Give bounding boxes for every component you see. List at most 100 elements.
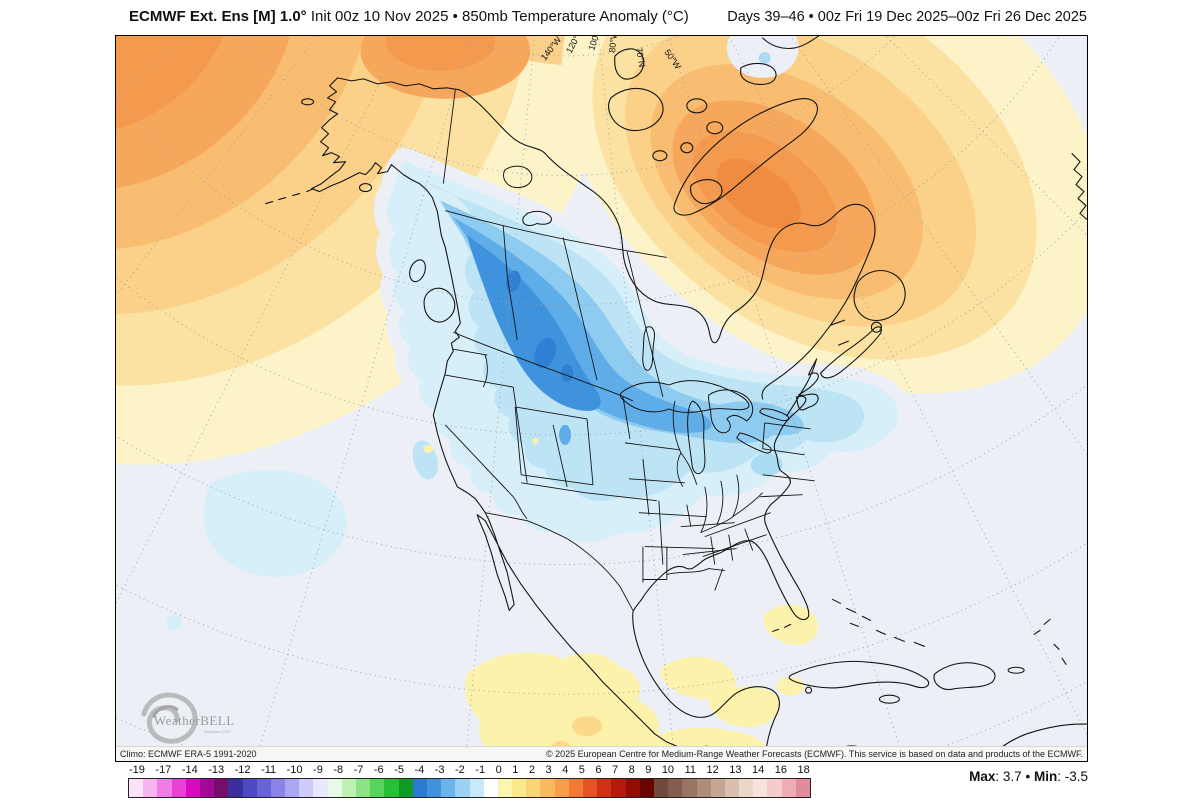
colorbar-tick-label: -12 [234,764,251,776]
colorbar-cell [199,779,215,797]
min-colon: : [1057,769,1065,784]
anomaly-map: 140°W 120°W 100°W 80°W 70°N 50°W Weather… [116,36,1087,761]
colorbar-tick-label: 16 [774,764,787,776]
lakes [503,165,790,475]
min-value: -3.5 [1064,769,1088,784]
colorbar-cell [512,779,527,797]
colorbar-tick-label: 1 [512,764,519,776]
colorbar-cell [327,779,342,797]
model-init-info: Init 00z 10 Nov 2025 • 850mb Temperature… [306,8,689,25]
min-label: Min [1033,769,1058,784]
colorbar-cell [228,779,243,797]
colorbar [128,778,811,798]
colorbar-tick-label: -13 [208,764,225,776]
colorbar-cell [568,779,583,797]
map-title-right: Days 39–46 • 00z Fri 19 Dec 2025–00z Fri… [727,9,1087,25]
colorbar-tick-label: -10 [286,764,303,776]
cold-anomaly [165,160,899,631]
colorbar-cell [370,779,385,797]
stats-maxmin: Max: 3.7 • Min: -3.5 [969,769,1088,784]
colorbar-tick-label: 8 [628,764,635,776]
attribution-bar: Climo: ECMWF ERA-5 1991-2020 © 2025 Euro… [116,746,1087,761]
colorbar-cell [483,779,498,797]
hurricane-swirl-icon [141,692,198,744]
colorbar-cell [739,779,754,797]
colorbar-cell [639,779,654,797]
logo-subtext: Analytics LLC [204,729,231,734]
colorbar-cell [597,779,612,797]
colorbar-cell [710,779,725,797]
colorbar-cell [157,779,172,797]
cool-speck [758,51,771,64]
colorbar-tick-label: -19 [129,764,145,776]
colorbar-tick-label: 10 [661,764,675,776]
colorbar-cell [285,779,300,797]
map-title-left: ECMWF Ext. Ens [M] 1.0° Init 00z 10 Nov … [129,8,689,25]
colorbar-cell [455,779,470,797]
colorbar-cell [341,779,356,797]
colorbar-tick-label: -7 [353,764,364,776]
colorbar-cell [242,779,257,797]
colorbar-cell [625,779,640,797]
map-canvas: 140°W 120°W 100°W 80°W 70°N 50°W Weather… [115,35,1088,762]
colorbar-tick-label: -4 [414,764,425,776]
colorbar-tick-label: -6 [373,764,384,776]
colorbar-cell [256,779,271,797]
logo-text: WeatherBELL [154,713,235,728]
colorbar-tick-label: 14 [751,764,765,776]
colorbar-tick-label: 3 [545,764,552,776]
copyright-attribution: © 2025 European Centre for Medium-Range … [545,749,1083,759]
colorbar-cell [668,779,683,797]
colorbar-cell [554,779,569,797]
colorbar-cell [682,779,697,797]
colorbar-tick-label: -17 [155,764,172,776]
colorbar-tick-label: 11 [684,764,696,776]
colorbar-cell [696,779,711,797]
colorbar-cell [469,779,484,797]
colorbar-cell [129,779,144,797]
colorbar-cell [214,779,229,797]
stats-separator: • [1025,769,1031,784]
colorbar-tick-label: -9 [313,764,323,776]
colorbar-tick-label: -1 [475,764,486,776]
borders [442,89,815,611]
colorbar-cell [724,779,740,797]
colorbar-tick-label: 9 [645,764,652,776]
colorbar-tick-label: -14 [181,764,198,776]
lat-label-70n: 70°N [634,47,647,68]
colorbar-tick-label: 12 [706,764,719,776]
colorbar-cell [540,779,555,797]
colorbar-cell [384,779,399,797]
colorbar-tick-label: -2 [455,764,465,776]
colorbar-tick-label: 18 [797,764,810,776]
max-value: 3.7 [1002,769,1022,784]
colorbar-cell [171,779,186,797]
colorbar-tick-label: -11 [261,764,277,776]
colorbar-tick-label: 6 [595,764,602,776]
colorbar-tick-label: -5 [394,764,404,776]
coastlines [265,36,1087,761]
colorbar-cell [781,779,796,797]
colorbar-cell [795,779,810,797]
warm-anomaly-northeast [561,36,1087,394]
colorbar-tick-label: 13 [729,764,742,776]
colorbar-cell [767,779,782,797]
colorbar-cell [398,779,413,797]
max-colon: : [995,769,1003,784]
colorbar-cell [299,779,314,797]
colorbar-tick-labels: -19 -17 -14 -13 -12 -11 -10 -9 -8 -7 -6 -5 -4 -3 -2 -1 0… [128,764,811,777]
colorbar-cell [185,779,200,797]
colorbar-tick-label: -8 [333,764,344,776]
colorbar-cell [526,779,541,797]
weatherbell-logo: WeatherBELL Analytics LLC [141,692,235,744]
colorbar-tick-label: 0 [495,764,502,776]
colorbar-cell [583,779,598,797]
colorbar-cell [426,779,442,797]
colorbar-cell [356,779,371,797]
graticule [116,36,1087,761]
model-name: ECMWF Ext. Ens [M] 1.0° [129,8,307,25]
colorbar-cell [412,779,427,797]
colorbar-cell [497,779,513,797]
colorbar-tick-label: 7 [611,764,619,776]
